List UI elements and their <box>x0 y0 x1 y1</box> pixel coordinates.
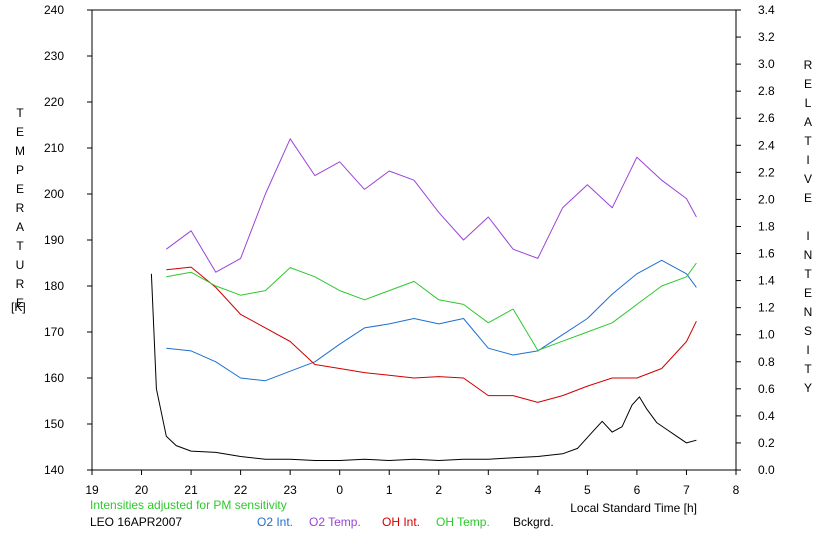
y-right-tick-label: 0.4 <box>758 409 775 423</box>
y-axis-left: 140 150 160 170 180 190 200 210 220 230 240 <box>44 3 92 477</box>
y-left-tick-label: 160 <box>44 371 64 385</box>
x-tick-label: 5 <box>584 483 591 497</box>
traces-layer <box>150 138 697 461</box>
y-right-tick-label: 0.0 <box>758 463 775 477</box>
y-right-tick-label: 2.2 <box>758 165 775 179</box>
series-line-bckgrd <box>150 273 697 461</box>
y-right-tick-label: 2.6 <box>758 111 775 125</box>
y-right-tick-label: 1.8 <box>758 219 775 233</box>
series-line-oh-int <box>166 266 697 403</box>
legend-item: Bckgrd. <box>513 515 554 529</box>
y-axis-right: 0.0 0.2 0.4 0.6 0.8 1.0 1.2 1.4 1.6 1.8 2.0 2.2 2.4 2… <box>736 3 775 477</box>
y-right-tick-label: 0.6 <box>758 382 775 396</box>
y-right-tick-label: 1.2 <box>758 301 775 315</box>
y-right-tick-label: 3.4 <box>758 3 775 17</box>
x-tick-label: 20 <box>135 483 149 497</box>
y-left-tick-label: 150 <box>44 417 64 431</box>
x-tick-label: 8 <box>733 483 740 497</box>
x-axis: 19 20 21 22 23 0 1 2 3 4 5 6 7 8 <box>85 470 740 497</box>
y-right-tick-label: 2.4 <box>758 138 775 152</box>
y-left-tick-label: 240 <box>44 3 64 17</box>
x-tick-label: 19 <box>85 483 99 497</box>
series-line-oh-temp <box>166 262 697 351</box>
series-line-o2-temp <box>166 138 697 273</box>
y-right-tick-label: 3.0 <box>758 57 775 71</box>
x-tick-label: 21 <box>184 483 198 497</box>
x-tick-label: 3 <box>485 483 492 497</box>
legend-item: OH Int. <box>382 515 421 529</box>
x-tick-label: 0 <box>336 483 343 497</box>
y-left-tick-label: 220 <box>44 95 64 109</box>
y-right-tick-label: 3.2 <box>758 30 775 44</box>
y-left-unit-label: [K] <box>11 300 26 314</box>
y-left-tick-label: 170 <box>44 325 64 339</box>
y-right-tick-label: 0.2 <box>758 436 775 450</box>
legend-item: O2 Int. <box>257 515 294 529</box>
y-right-tick-label: 1.6 <box>758 247 775 261</box>
x-tick-label: 4 <box>535 483 542 497</box>
y-left-tick-label: 180 <box>44 279 64 293</box>
x-tick-label: 6 <box>634 483 641 497</box>
x-tick-label: 2 <box>435 483 442 497</box>
y-left-tick-label: 140 <box>44 463 64 477</box>
legend-item: O2 Temp. <box>309 515 361 529</box>
x-tick-label: 7 <box>683 483 690 497</box>
sensitivity-note: Intensities adjusted for PM sensitivity <box>90 498 287 512</box>
x-axis-label: Local Standard Time [h] <box>570 501 697 515</box>
x-tick-label: 1 <box>386 483 393 497</box>
y-right-tick-label: 1.4 <box>758 274 775 288</box>
y-right-tick-label: 1.0 <box>758 328 775 342</box>
station-label: LEO 16APR2007 <box>90 515 183 529</box>
y-left-tick-label: 210 <box>44 141 64 155</box>
y-right-tick-label: 0.8 <box>758 355 775 369</box>
x-tick-label: 23 <box>283 483 297 497</box>
y-right-tick-label: 2.8 <box>758 84 775 98</box>
legend-item: OH Temp. <box>436 515 490 529</box>
y-left-tick-label: 190 <box>44 233 64 247</box>
y-left-tick-label: 230 <box>44 49 64 63</box>
y-left-tick-label: 200 <box>44 187 64 201</box>
series-line-o2-int <box>166 259 697 382</box>
y-right-tick-label: 2.0 <box>758 192 775 206</box>
plot-frame <box>91 9 737 471</box>
x-tick-label: 22 <box>234 483 248 497</box>
